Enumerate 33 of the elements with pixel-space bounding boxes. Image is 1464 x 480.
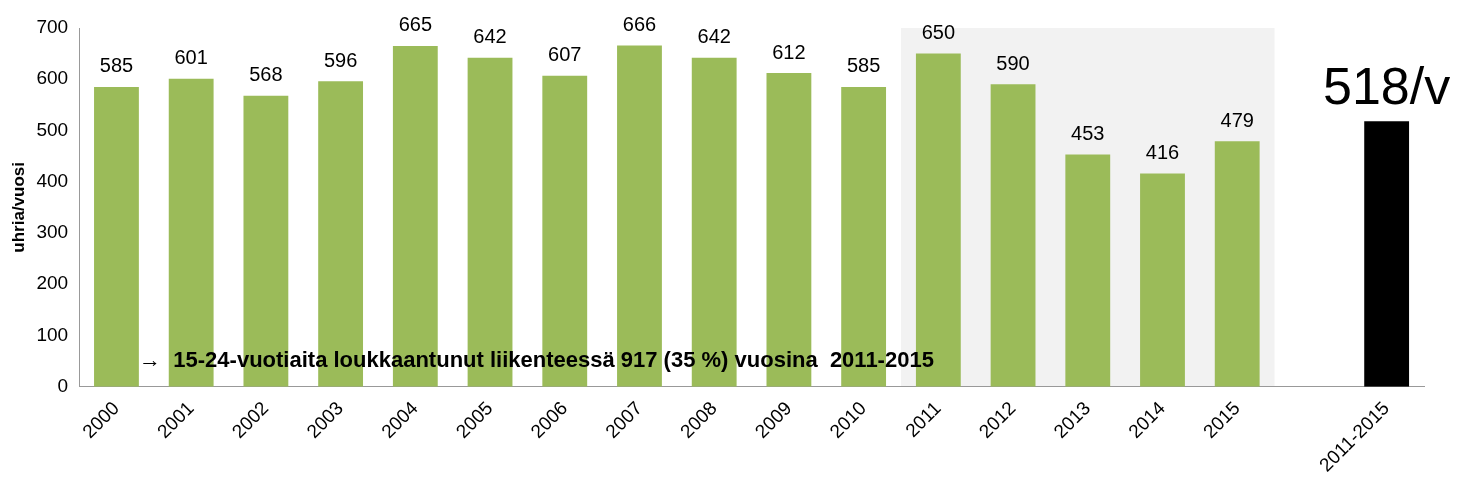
data-label: 650 [921, 21, 956, 44]
y-tick-label: 400 [36, 169, 69, 191]
bar [617, 45, 662, 387]
data-label: 585 [846, 54, 881, 77]
data-label: 596 [323, 48, 358, 71]
data-label: 607 [548, 43, 582, 66]
y-tick-label: 100 [36, 323, 69, 345]
bar [1364, 121, 1410, 387]
data-label: 590 [996, 51, 1030, 74]
data-label: 416 [1145, 141, 1180, 164]
data-label: 642 [697, 25, 731, 48]
data-label: 479 [1220, 108, 1254, 131]
bar [1065, 154, 1111, 387]
data-label: 665 [398, 13, 433, 36]
bar [1214, 141, 1260, 387]
data-label: 601 [174, 46, 208, 69]
data-label: 642 [473, 25, 507, 48]
y-tick-label: 500 [36, 118, 69, 140]
y-tick-label: 600 [36, 67, 69, 89]
data-label: 453 [1071, 122, 1105, 145]
y-tick-label: 0 [57, 374, 69, 396]
y-axis-title: uhria/vuosi [8, 161, 28, 253]
data-label: 612 [772, 40, 806, 63]
data-label: 666 [622, 12, 657, 35]
data-label: 518/v [1323, 56, 1451, 115]
data-label: 585 [99, 54, 134, 77]
bar [1140, 173, 1185, 387]
y-tick-label: 200 [36, 272, 69, 294]
data-label: 568 [249, 63, 283, 86]
y-tick-label: 700 [36, 16, 69, 38]
bar [94, 86, 139, 387]
bar [990, 84, 1036, 387]
y-tick-label: 300 [36, 221, 69, 243]
